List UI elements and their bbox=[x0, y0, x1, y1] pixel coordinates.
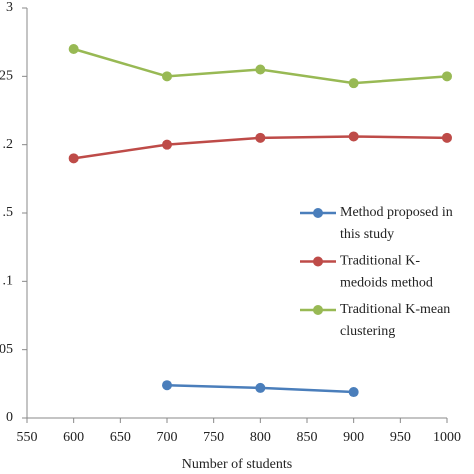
legend-marker bbox=[313, 305, 323, 315]
data-point bbox=[255, 64, 266, 75]
y-tick-label: 05 bbox=[0, 342, 13, 357]
legend-label-line: Method proposed in bbox=[340, 205, 456, 220]
legend-label-line: medoids method bbox=[340, 276, 433, 291]
x-tick-label: 600 bbox=[63, 430, 84, 445]
legend-marker bbox=[313, 256, 323, 267]
y-tick-label: 25 bbox=[0, 69, 13, 84]
legend-label-line: Traditional K- bbox=[340, 254, 420, 269]
data-point bbox=[255, 382, 266, 393]
x-tick-label: 650 bbox=[110, 430, 131, 445]
legend-label: Traditional K-mean clustering bbox=[340, 302, 454, 339]
y-tick-label: 0 bbox=[6, 410, 13, 425]
y-tick-label: .5 bbox=[3, 205, 14, 220]
legend-label-line: this study bbox=[340, 227, 394, 242]
x-tick-label: 800 bbox=[250, 430, 271, 445]
legend-label-line: clustering bbox=[340, 324, 395, 339]
data-point bbox=[255, 132, 266, 143]
data-point bbox=[68, 153, 79, 164]
x-tick-label: 550 bbox=[17, 430, 38, 445]
y-tick-label: .1 bbox=[3, 274, 14, 289]
legend-marker bbox=[313, 208, 323, 218]
x-axis-label: Number of students bbox=[182, 457, 292, 472]
legend-label-line: Traditional K-mean bbox=[340, 302, 454, 317]
x-tick-label: 750 bbox=[203, 430, 224, 445]
data-point bbox=[442, 132, 452, 143]
data-point bbox=[162, 139, 172, 150]
legend-label: Traditional K-medoids method bbox=[340, 254, 433, 291]
x-tick-label: 900 bbox=[343, 430, 364, 445]
data-point bbox=[162, 380, 172, 391]
x-tick-label: 1000 bbox=[433, 430, 461, 445]
data-point bbox=[348, 78, 359, 89]
data-point bbox=[68, 44, 79, 54]
legend-label: Method proposed in this study bbox=[340, 205, 456, 242]
y-tick-label: 3 bbox=[6, 0, 13, 15]
x-tick-label: 950 bbox=[390, 430, 411, 445]
y-tick-label: .2 bbox=[3, 137, 14, 152]
data-point bbox=[162, 71, 172, 82]
data-point bbox=[348, 131, 359, 142]
data-point bbox=[442, 71, 452, 82]
x-tick-label: 700 bbox=[157, 430, 178, 445]
data-point bbox=[348, 387, 359, 398]
x-tick-label: 850 bbox=[297, 430, 318, 445]
